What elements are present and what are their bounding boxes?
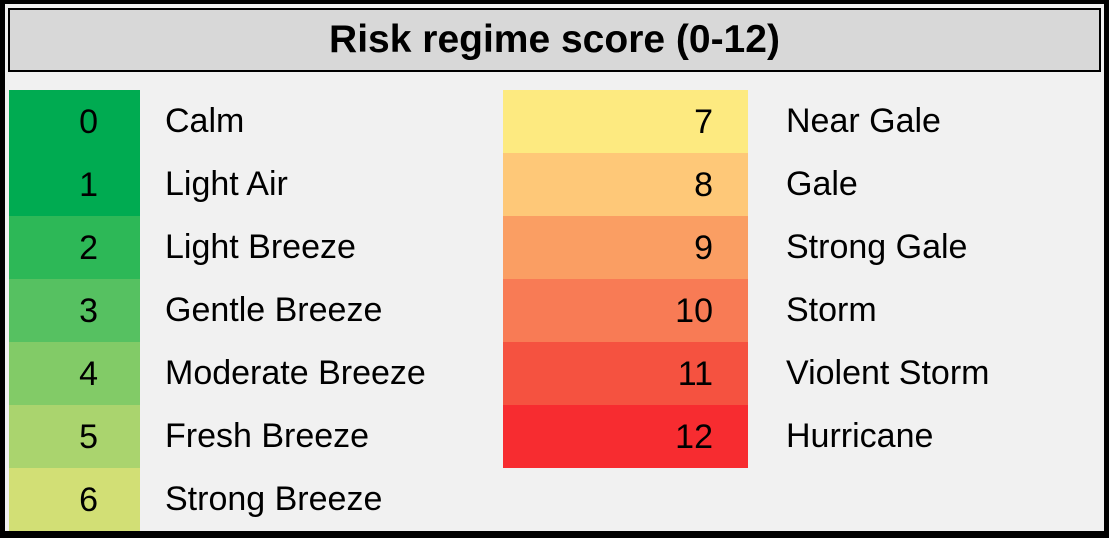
- scale-row-8: 8 Gale: [503, 153, 989, 216]
- scale-row-0: 0 Calm: [9, 90, 426, 153]
- score-swatch: 12: [503, 405, 748, 468]
- page-title: Risk regime score (0-12): [329, 18, 780, 61]
- scale-row-1: 1 Light Air: [9, 153, 426, 216]
- scale-row-6: 6 Strong Breeze: [9, 468, 426, 531]
- score-swatch: 8: [503, 153, 748, 216]
- score-swatch: 5: [9, 405, 140, 468]
- score-value: 2: [79, 228, 98, 267]
- score-value: 11: [677, 354, 713, 393]
- score-label: Hurricane: [786, 417, 934, 455]
- scale-column-low: 0 Calm 1 Light Air 2 Light Breeze 3 Gentle Bree…: [9, 90, 426, 531]
- score-value: 0: [79, 102, 98, 141]
- scale-row-3: 3 Gentle Breeze: [9, 279, 426, 342]
- score-value: 7: [694, 102, 713, 141]
- score-swatch: 10: [503, 279, 748, 342]
- score-value: 10: [675, 291, 713, 330]
- score-label: Violent Storm: [786, 354, 990, 392]
- score-swatch: 0: [9, 90, 140, 153]
- scale-row-4: 4 Moderate Breeze: [9, 342, 426, 405]
- score-swatch: 3: [9, 279, 140, 342]
- scale-row-11: 11 Violent Storm: [503, 342, 989, 405]
- score-swatch: 11: [503, 342, 748, 405]
- scale-row-2: 2 Light Breeze: [9, 216, 426, 279]
- score-label: Light Breeze: [165, 228, 356, 266]
- score-label: Moderate Breeze: [165, 354, 426, 392]
- scale-row-10: 10 Storm: [503, 279, 989, 342]
- score-value: 9: [694, 228, 713, 267]
- score-value: 12: [675, 417, 713, 456]
- score-value: 5: [79, 417, 98, 456]
- scale-row-7: 7 Near Gale: [503, 90, 989, 153]
- score-label: Fresh Breeze: [165, 417, 370, 455]
- score-label: Light Air: [165, 165, 288, 203]
- score-swatch: 9: [503, 216, 748, 279]
- score-label: Strong Breeze: [165, 480, 383, 518]
- score-value: 6: [79, 480, 98, 519]
- score-value: 4: [79, 354, 98, 393]
- legend-background: Risk regime score (0-12) 0 Calm 1 Light Air…: [5, 4, 1104, 531]
- scale-row-9: 9 Strong Gale: [503, 216, 989, 279]
- score-label: Storm: [786, 291, 877, 329]
- score-swatch: 7: [503, 90, 748, 153]
- score-label: Gentle Breeze: [165, 291, 383, 329]
- score-label: Strong Gale: [786, 228, 968, 266]
- score-value: 3: [79, 291, 98, 330]
- score-swatch: 4: [9, 342, 140, 405]
- score-label: Calm: [165, 102, 245, 140]
- score-label: Gale: [786, 165, 858, 203]
- score-swatch: 6: [9, 468, 140, 531]
- score-label: Near Gale: [786, 102, 941, 140]
- score-value: 1: [79, 165, 98, 204]
- scale-row-5: 5 Fresh Breeze: [9, 405, 426, 468]
- scale-column-high: 7 Near Gale 8 Gale 9 Strong Gale 10 Storm 11 Viol…: [503, 90, 989, 468]
- title-bar: Risk regime score (0-12): [8, 8, 1101, 72]
- score-swatch: 1: [9, 153, 140, 216]
- scale-row-12: 12 Hurricane: [503, 405, 989, 468]
- score-value: 8: [694, 165, 713, 204]
- score-swatch: 2: [9, 216, 140, 279]
